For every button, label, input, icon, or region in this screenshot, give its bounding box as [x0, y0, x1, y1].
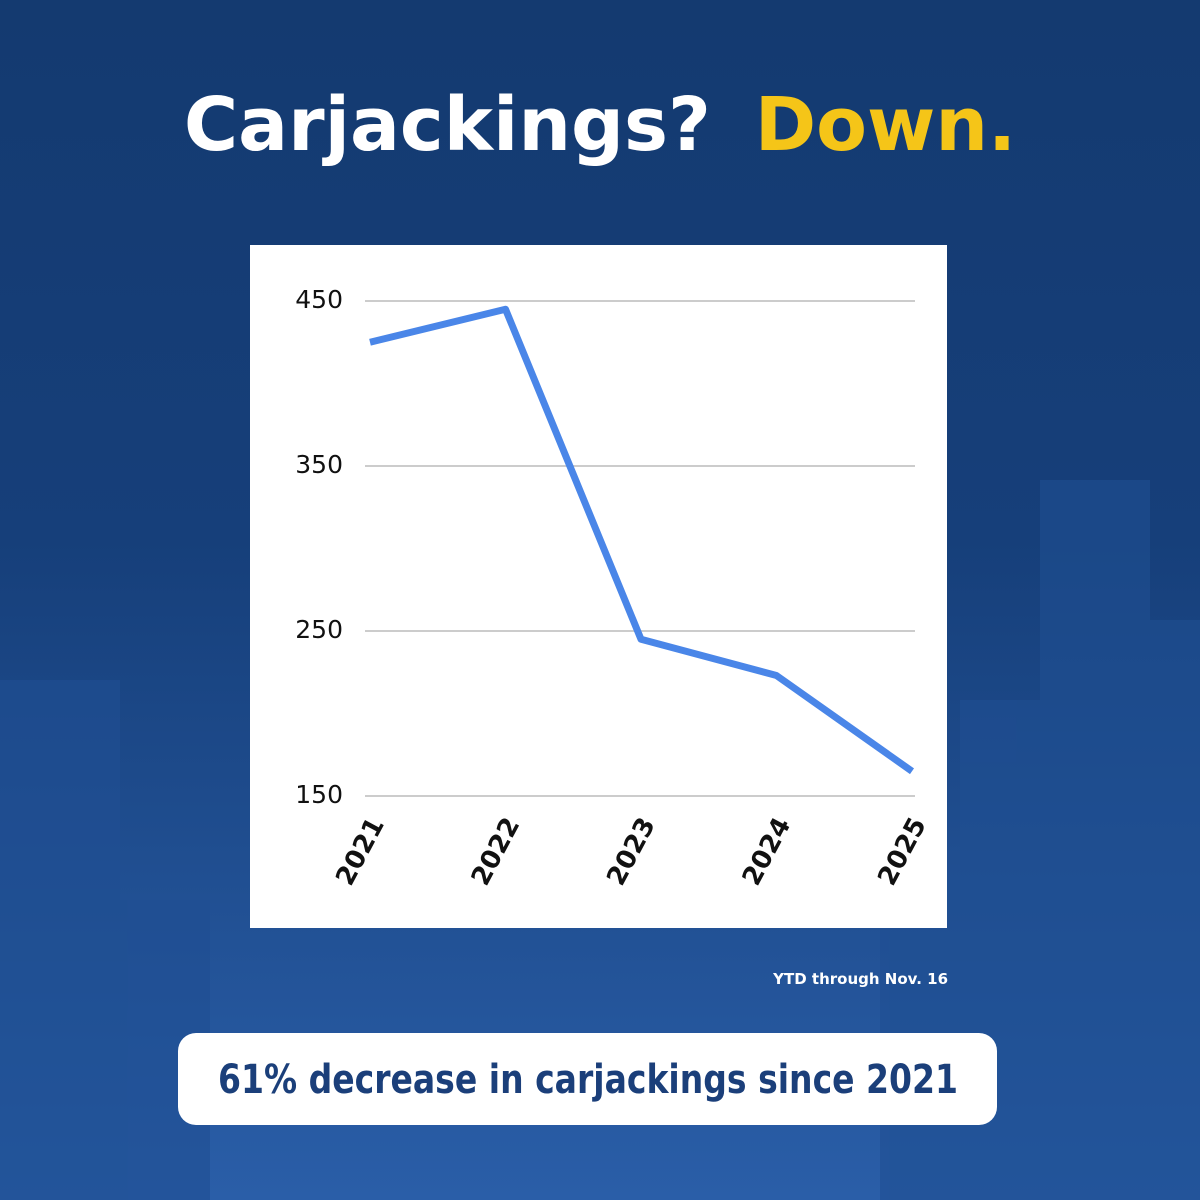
callout: 61% decrease in carjackings since 2021: [218, 1057, 958, 1103]
skyline: [0, 480, 1200, 1200]
line-series: [369, 305, 915, 775]
y-tick-label: 350: [295, 450, 343, 479]
y-tick-label: 150: [295, 780, 343, 809]
callout-box: [178, 1033, 997, 1125]
title-highlight: Down.: [755, 82, 1016, 168]
title-main: Carjackings?: [184, 82, 711, 168]
title: Carjackings? Down.: [184, 82, 1016, 168]
y-tick-label: 450: [295, 285, 343, 314]
chart-panel: [250, 245, 947, 928]
y-tick-label: 250: [295, 615, 343, 644]
note: YTD through Nov. 16: [772, 970, 948, 988]
